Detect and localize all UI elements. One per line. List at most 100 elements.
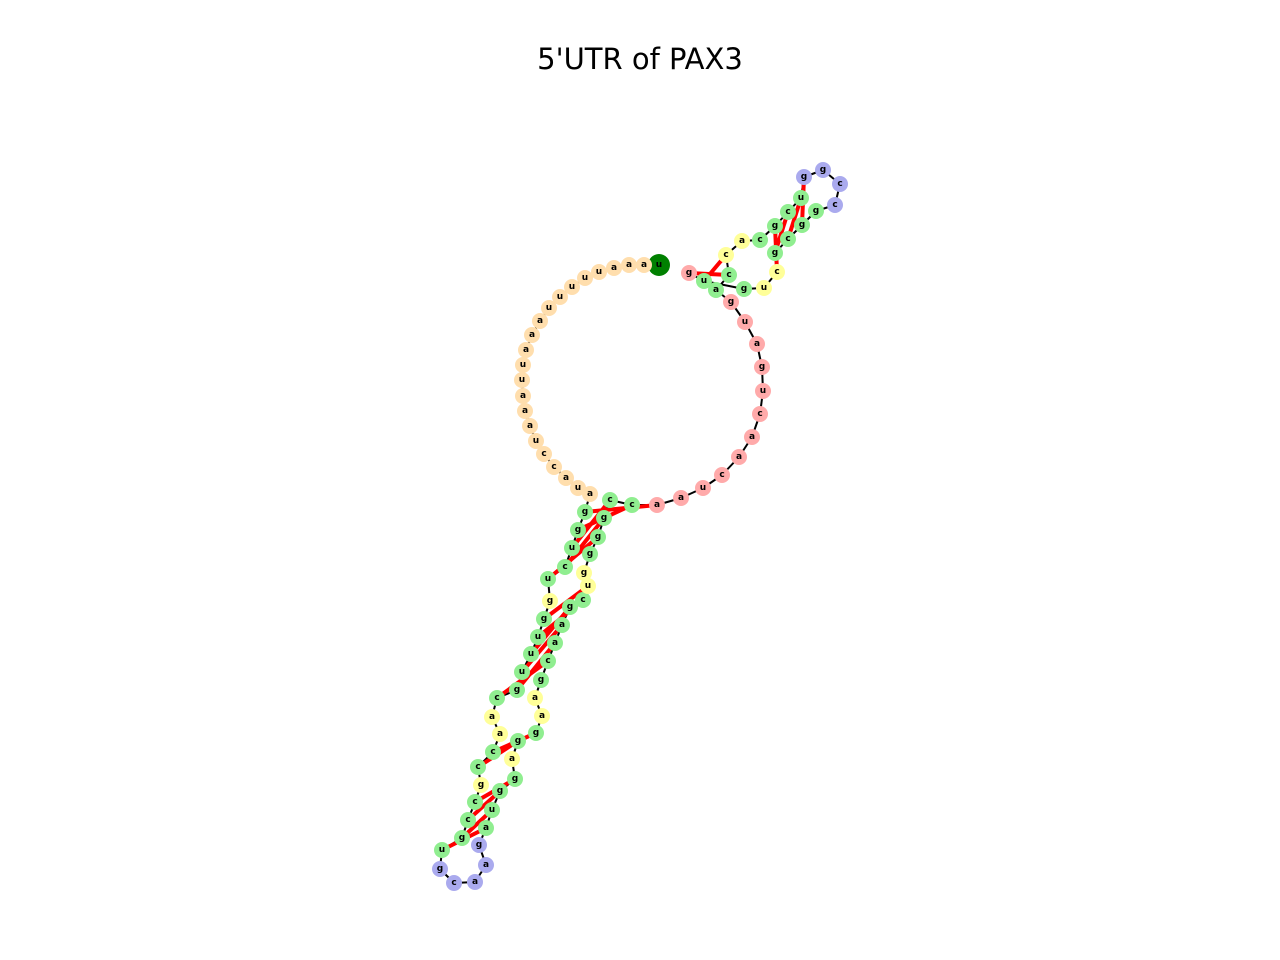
nucleotide-label: g [478,780,484,790]
nucleotide: u [577,270,593,286]
nucleotide: g [562,599,578,615]
nucleotide-label: a [522,406,528,416]
nucleotide-label: u [760,386,766,396]
nucleotide: c [769,264,785,280]
nucleotide-circle [681,265,697,281]
nucleotide: c [832,176,848,192]
nucleotide: g [473,777,489,793]
nucleotide: g [767,245,783,261]
nucleotide-label: c [832,200,837,210]
nucleotide: a [547,635,563,651]
nucleotide: g [570,522,586,538]
nucleotide-circle [524,327,540,343]
nucleotide-circle [731,449,747,465]
nucleotide-circle [649,497,665,513]
nucleotide: a [478,820,494,836]
nucleotide: g [754,359,770,375]
nucleotide: u [755,383,771,399]
nucleotide-circle [485,744,501,760]
nucleotide-circle [721,267,737,283]
nucleotide-circle [780,204,796,220]
nucleotide: a [524,327,540,343]
nucleotide: a [515,388,531,404]
nucleotide-label: a [654,500,660,510]
nucleotide: u [523,646,539,662]
nucleotide-circle [602,492,618,508]
nucleotide: a [744,429,760,445]
nucleotide-circle [554,617,570,633]
nucleotide-label: c [580,595,585,605]
nucleotide: u [696,273,712,289]
nucleotide: c [718,247,734,263]
nucleotide: g [509,682,525,698]
nucleotide-circle [577,504,593,520]
nucleotide-label: a [736,452,742,462]
nucleotide-circle [522,418,538,434]
nucleotide: a [478,857,494,873]
nucleotide-label: u [519,375,525,385]
nucleotide-circle [577,270,593,286]
nucleotide-circle [533,672,549,688]
nucleotide: g [736,281,752,297]
nucleotide: u [648,254,670,276]
nucleotide: g [815,162,831,178]
nucleotide: a [554,617,570,633]
nucleotide-circle [546,459,562,475]
nucleotide: c [721,267,737,283]
nucleotide-label: a [587,489,593,499]
nucleotide-circle [734,233,750,249]
nucleotide: c [624,497,640,513]
nucleotide: a [734,233,750,249]
nucleotide-circle [708,282,724,298]
nucleotide-circle [736,281,752,297]
nucleotide-label: g [515,736,521,746]
nucleotide-label: a [754,339,760,349]
nucleotide: c [575,592,591,608]
nucleotide: c [714,467,730,483]
nucleotide-label: c [757,409,762,419]
nucleotide: u [434,842,450,858]
nucleotide: a [484,709,500,725]
nucleotide-label: g [686,268,692,278]
nucleotide: u [514,372,530,388]
nucleotide: u [793,190,809,206]
nucleotide: a [708,282,724,298]
nucleotide-label: u [596,267,602,277]
nucleotide-label: c [785,234,790,244]
nucleotide-label: a [472,877,478,887]
nucleotide: g [528,725,544,741]
nucleotide-circle [673,490,689,506]
nucleotide-circle [532,313,548,329]
nucleotide-label: u [545,574,551,584]
nucleotide-circle [467,794,483,810]
nucleotide-circle [530,629,546,645]
nucleotide-circle [518,342,534,358]
nucleotide-circle [756,280,772,296]
nucleotide: u [528,433,544,449]
nucleotide: c [540,653,556,669]
nucleotide-circle [744,429,760,445]
nucleotide: u [570,480,586,496]
nucleotide: c [489,690,505,706]
nucleotide: u [737,314,753,330]
nucleotide-label: c [774,267,779,277]
nucleotide-label: c [607,495,612,505]
nucleotide-circle [815,162,831,178]
nucleotide-label: c [757,235,762,245]
nucleotide: c [536,446,552,462]
nucleotide-circle [695,480,711,496]
nucleotide-circle [484,802,500,818]
nucleotide-circle [752,232,768,248]
nucleotide-label: g [601,513,607,523]
nucleotide: g [542,593,558,609]
nucleotide: c [780,231,796,247]
nucleotide-circle [558,470,574,486]
nucleotide: c [470,759,486,775]
nucleotide-label: u [569,543,575,553]
nucleotide-circle [454,830,470,846]
nucleotide-label: c [726,270,731,280]
nucleotide: a [606,260,622,276]
nucleotide-label: g [799,220,805,230]
nucleotide-circle [467,874,483,890]
